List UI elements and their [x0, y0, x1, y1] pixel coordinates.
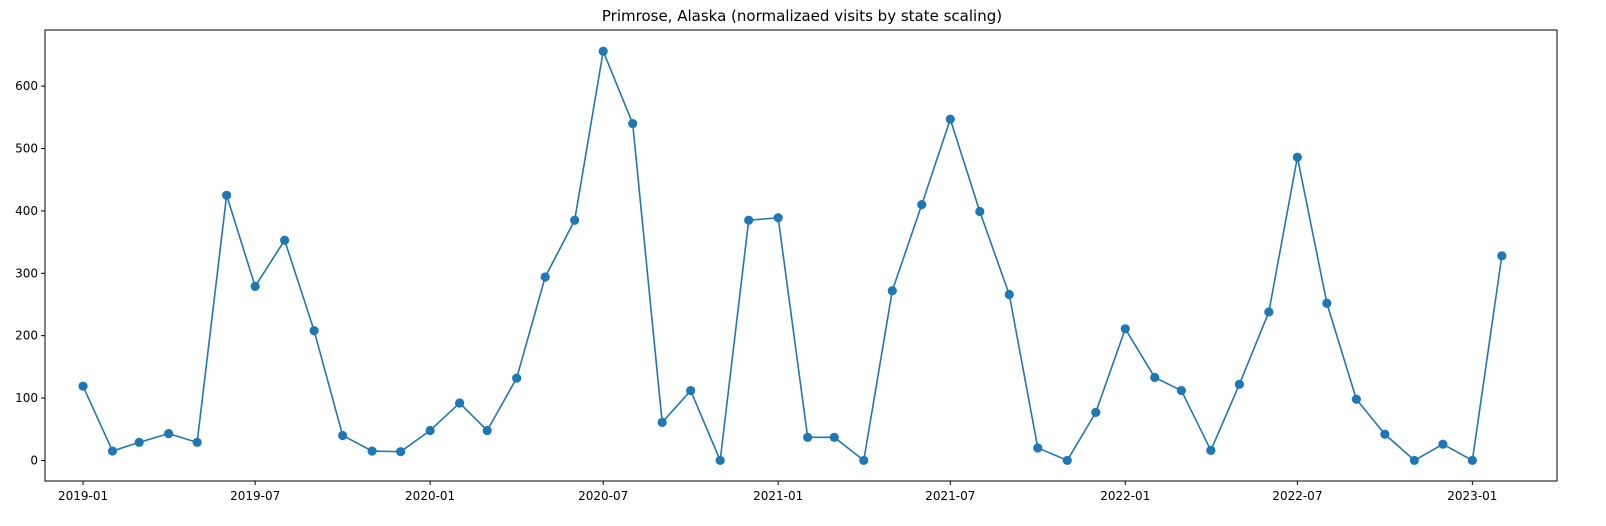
data-point [425, 425, 435, 436]
data-point [859, 455, 869, 466]
data-point [1264, 307, 1274, 317]
data-point [1467, 455, 1477, 466]
data-point [1176, 385, 1186, 396]
x-tick-label: 2021-07 [925, 489, 975, 503]
data-point [945, 114, 955, 124]
y-tick-label: 300 [15, 266, 38, 280]
data-point [1091, 407, 1101, 417]
plot-area-frame [44, 29, 1558, 482]
x-tick-label: 2023-01 [1447, 489, 1497, 503]
x-tick-label: 2021-01 [753, 489, 803, 503]
data-point [803, 432, 813, 442]
data-point [164, 428, 174, 439]
data-point [78, 381, 88, 391]
y-tick-label: 200 [15, 329, 38, 343]
data-point [715, 455, 725, 466]
series-line [82, 50, 1503, 462]
data-point [829, 432, 839, 442]
data-point [455, 398, 465, 408]
data-point [570, 215, 580, 225]
y-tick-label: 600 [15, 79, 38, 93]
data-point [598, 46, 608, 56]
x-tick-label: 2020-07 [578, 489, 628, 503]
data-point [975, 206, 985, 217]
data-point [1004, 289, 1014, 300]
data-point [367, 446, 377, 456]
data-point [250, 281, 260, 291]
data-point [338, 430, 348, 441]
data-point [1351, 394, 1361, 404]
y-tick-label: 100 [15, 391, 38, 405]
x-tick-label: 2020-01 [405, 489, 455, 503]
data-point [222, 190, 232, 200]
data-point [134, 437, 144, 447]
y-tick-label: 400 [15, 204, 38, 218]
data-point [1322, 298, 1332, 308]
data-point [1234, 379, 1244, 389]
data-point [1206, 445, 1216, 456]
x-tick-label: 2019-01 [58, 489, 108, 503]
data-point [686, 385, 696, 396]
chart-title: Primrose, Alaska (normalizaed visits by … [602, 7, 1002, 25]
data-point [773, 213, 783, 223]
data-point [309, 326, 319, 336]
data-point [107, 446, 118, 456]
data-point [887, 286, 897, 296]
y-tick-label: 500 [15, 142, 38, 156]
x-tick-label: 2022-07 [1272, 489, 1322, 503]
data-point [540, 272, 550, 282]
data-point [1438, 439, 1448, 449]
data-point [917, 200, 927, 210]
data-point [1062, 455, 1072, 466]
data-point [280, 235, 290, 245]
data-point [192, 437, 202, 447]
data-point [396, 447, 406, 457]
data-point [1497, 251, 1507, 261]
data-point [482, 425, 492, 436]
y-tick-label: 0 [30, 453, 38, 467]
data-point [657, 417, 667, 427]
data-point [744, 215, 754, 225]
data-point [1292, 152, 1302, 162]
data-point [1150, 372, 1160, 383]
data-point [1380, 429, 1390, 439]
data-point [1033, 443, 1043, 453]
data-point [1409, 455, 1419, 466]
data-point [512, 373, 522, 383]
x-tick-label: 2022-01 [1100, 489, 1150, 503]
x-tick-label: 2019-07 [230, 489, 280, 503]
data-point [628, 118, 638, 129]
data-point [1120, 324, 1130, 334]
